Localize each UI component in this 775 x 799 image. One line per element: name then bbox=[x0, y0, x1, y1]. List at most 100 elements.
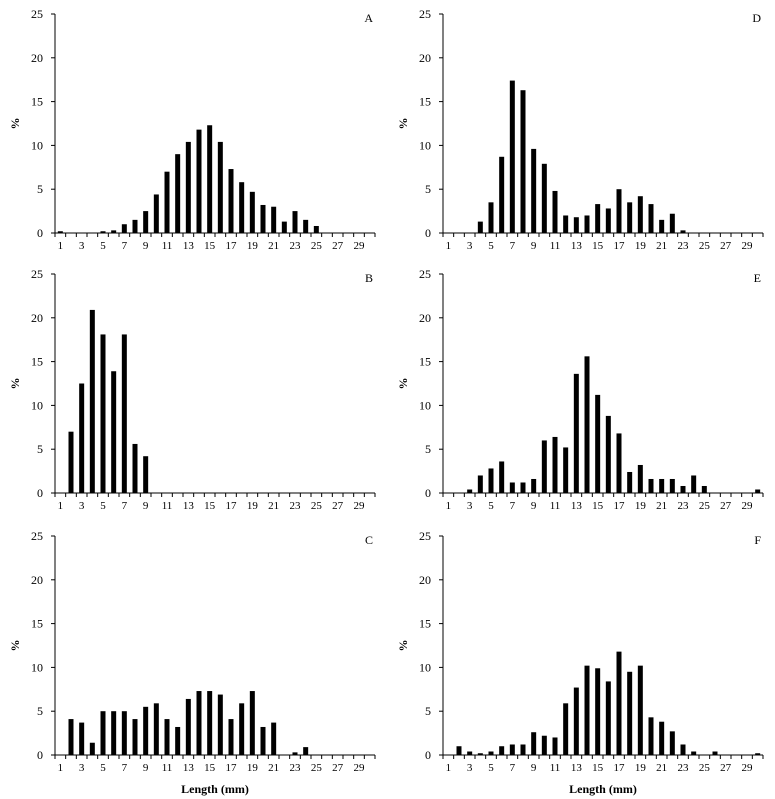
x-tick-label-a-19: 19 bbox=[247, 240, 259, 252]
x-tick-label-e-25: 25 bbox=[699, 500, 711, 512]
bar-e-11 bbox=[552, 436, 558, 493]
x-tick-label-c-17: 17 bbox=[226, 762, 238, 774]
y-axis-label-b: % bbox=[8, 378, 22, 390]
y-tick-label-e-25: 25 bbox=[419, 267, 431, 281]
x-tick-label-b-1: 1 bbox=[58, 500, 64, 512]
bar-c-5 bbox=[100, 711, 106, 755]
bar-c-11 bbox=[164, 719, 170, 755]
bar-b-3 bbox=[79, 383, 85, 493]
x-tick-label-c-15: 15 bbox=[204, 762, 216, 774]
y-tick-label-c-5: 5 bbox=[37, 704, 43, 718]
bar-e-12 bbox=[563, 447, 569, 493]
x-tick-label-e-13: 13 bbox=[571, 500, 583, 512]
y-tick-label-d-0: 0 bbox=[425, 226, 431, 240]
x-tick-label-d-15: 15 bbox=[592, 240, 604, 252]
panel-label-f: F bbox=[754, 533, 761, 547]
x-tick-label-e-9: 9 bbox=[531, 500, 537, 512]
y-tick-label-b-20: 20 bbox=[31, 311, 43, 325]
bar-a-11 bbox=[164, 171, 170, 233]
y-tick-label-f-10: 10 bbox=[419, 660, 431, 674]
bar-e-15 bbox=[595, 394, 601, 493]
x-tick-label-e-15: 15 bbox=[592, 500, 604, 512]
y-axis-label-e: % bbox=[396, 378, 410, 390]
bar-f-21 bbox=[659, 721, 665, 755]
x-tick-label-c-21: 21 bbox=[268, 762, 279, 774]
bar-a-24 bbox=[303, 219, 309, 233]
bar-b-8 bbox=[132, 443, 138, 493]
y-tick-label-c-25: 25 bbox=[31, 529, 43, 543]
x-tick-label-a-17: 17 bbox=[226, 240, 238, 252]
bar-a-13 bbox=[185, 141, 191, 233]
bar-e-30 bbox=[755, 489, 761, 493]
x-tick-label-c-25: 25 bbox=[311, 762, 323, 774]
y-tick-label-d-20: 20 bbox=[419, 51, 431, 65]
bar-f-9 bbox=[531, 732, 537, 755]
x-tick-label-b-21: 21 bbox=[268, 500, 279, 512]
bar-f-18 bbox=[627, 671, 633, 755]
bar-a-18 bbox=[239, 182, 245, 233]
x-tick-label-c-19: 19 bbox=[247, 762, 259, 774]
bar-d-18 bbox=[627, 202, 633, 233]
x-tick-label-a-5: 5 bbox=[100, 240, 106, 252]
x-tick-label-e-29: 29 bbox=[742, 500, 754, 512]
bar-e-22 bbox=[669, 478, 675, 493]
y-tick-label-b-10: 10 bbox=[31, 398, 43, 412]
bar-f-12 bbox=[563, 703, 569, 755]
bar-e-4 bbox=[477, 475, 483, 493]
bar-b-7 bbox=[121, 334, 127, 493]
x-tick-label-d-5: 5 bbox=[488, 240, 494, 252]
bar-b-2 bbox=[68, 431, 74, 493]
bar-c-14 bbox=[196, 691, 202, 755]
bar-a-17 bbox=[228, 169, 234, 233]
bar-f-11 bbox=[552, 737, 558, 755]
x-tick-label-b-17: 17 bbox=[226, 500, 238, 512]
y-tick-label-a-15: 15 bbox=[31, 95, 43, 109]
x-tick-label-c-13: 13 bbox=[183, 762, 195, 774]
panel-label-d: D bbox=[752, 11, 761, 25]
x-tick-label-a-9: 9 bbox=[143, 240, 149, 252]
bar-d-21 bbox=[659, 219, 665, 233]
x-tick-label-f-13: 13 bbox=[571, 762, 583, 774]
bar-e-5 bbox=[488, 468, 494, 493]
bar-e-20 bbox=[648, 478, 654, 493]
bar-d-14 bbox=[584, 215, 590, 233]
x-tick-label-f-23: 23 bbox=[678, 762, 690, 774]
bar-e-6 bbox=[499, 461, 505, 493]
bar-f-15 bbox=[595, 668, 601, 755]
y-tick-label-e-10: 10 bbox=[419, 398, 431, 412]
x-tick-label-f-1: 1 bbox=[446, 762, 452, 774]
bar-b-6 bbox=[111, 371, 117, 493]
x-tick-label-b-3: 3 bbox=[79, 500, 85, 512]
bar-f-10 bbox=[541, 735, 547, 755]
x-tick-label-c-5: 5 bbox=[100, 762, 106, 774]
bar-c-13 bbox=[185, 698, 191, 755]
bar-d-23 bbox=[680, 230, 686, 233]
bar-e-10 bbox=[541, 440, 547, 493]
bar-a-10 bbox=[153, 194, 159, 233]
bar-a-8 bbox=[132, 219, 138, 233]
bar-c-16 bbox=[217, 694, 223, 755]
bar-f-16 bbox=[605, 681, 611, 755]
x-tick-label-f-27: 27 bbox=[720, 762, 732, 774]
y-tick-label-a-20: 20 bbox=[31, 51, 43, 65]
bar-c-3 bbox=[79, 722, 85, 755]
bar-c-12 bbox=[175, 726, 181, 755]
bar-d-4 bbox=[477, 221, 483, 233]
bar-f-7 bbox=[509, 744, 515, 755]
y-tick-label-f-20: 20 bbox=[419, 573, 431, 587]
bar-f-22 bbox=[669, 731, 675, 755]
bar-f-19 bbox=[637, 665, 643, 755]
y-tick-label-b-15: 15 bbox=[31, 355, 43, 369]
x-tick-label-b-19: 19 bbox=[247, 500, 259, 512]
bar-c-24 bbox=[303, 747, 309, 755]
x-tick-label-d-17: 17 bbox=[614, 240, 626, 252]
bar-f-24 bbox=[691, 751, 697, 755]
x-tick-label-b-9: 9 bbox=[143, 500, 149, 512]
bar-a-7 bbox=[121, 224, 127, 233]
bar-d-7 bbox=[509, 80, 515, 233]
bar-e-13 bbox=[573, 373, 579, 493]
